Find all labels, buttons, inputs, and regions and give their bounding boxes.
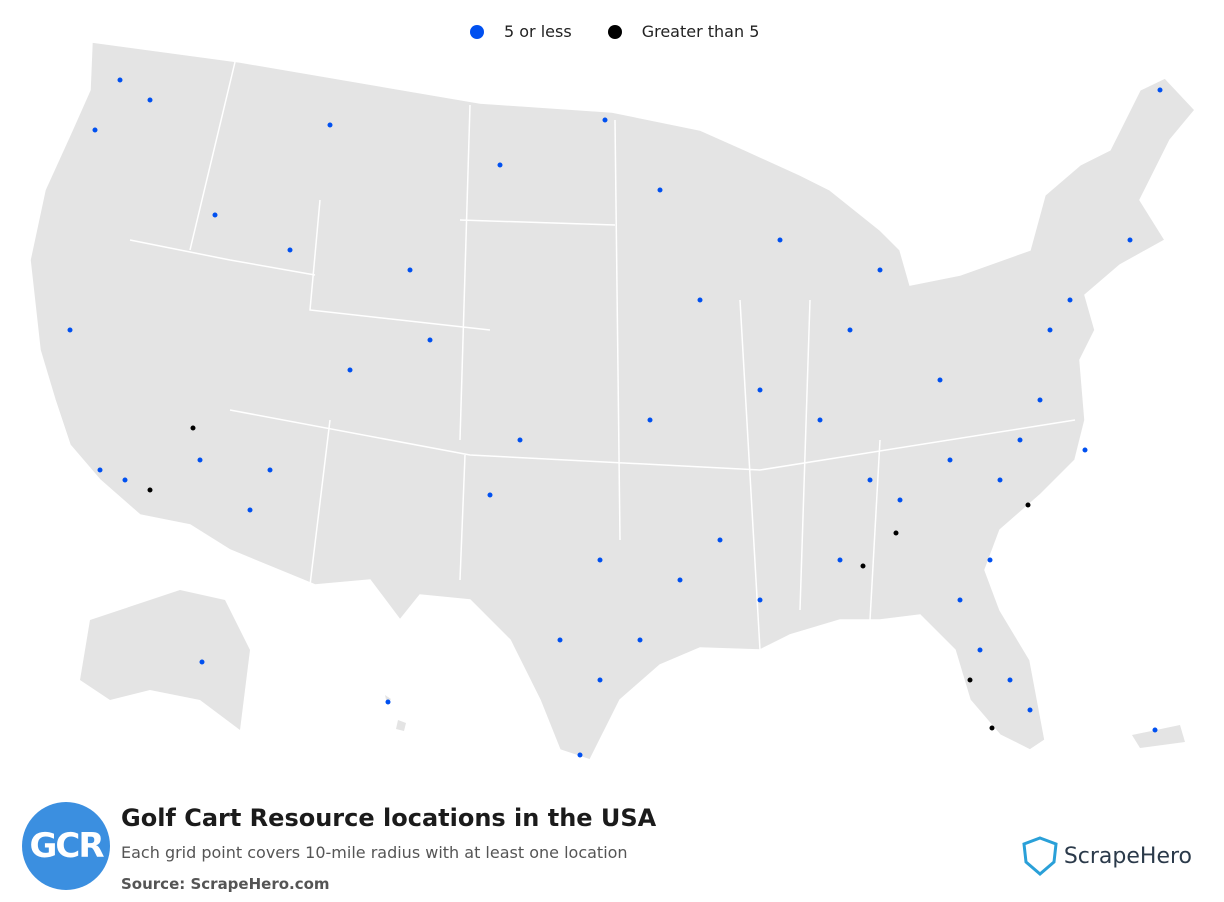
- logo: GCR: [22, 802, 110, 890]
- legend-label: Greater than 5: [641, 22, 760, 41]
- subtitle: Each grid point covers 10-mile radius wi…: [121, 843, 628, 862]
- brand-name: ScrapeHero: [1063, 843, 1192, 869]
- puerto-rico: [1132, 725, 1185, 748]
- legend-item: 5 or less: [470, 22, 572, 41]
- brand-icon: [1022, 836, 1058, 876]
- legend-swatch: [470, 25, 484, 39]
- source: Source: ScrapeHero.com: [121, 875, 330, 893]
- alaska: [80, 590, 250, 730]
- legend: 5 or less Greater than 5: [470, 22, 759, 41]
- map: [29, 41, 1197, 761]
- footer: GCR Golf Cart Resource locations in the …: [22, 800, 1202, 895]
- title: Golf Cart Resource locations in the USA: [121, 804, 657, 832]
- usa-outline: [29, 41, 1197, 761]
- legend-label: 5 or less: [504, 22, 572, 41]
- hawaii: [385, 695, 406, 731]
- legend-swatch: [607, 25, 622, 39]
- legend-item: Greater than 5: [607, 22, 760, 41]
- state-borders: [129, 61, 1076, 651]
- brand: ScrapeHero: [1022, 836, 1192, 876]
